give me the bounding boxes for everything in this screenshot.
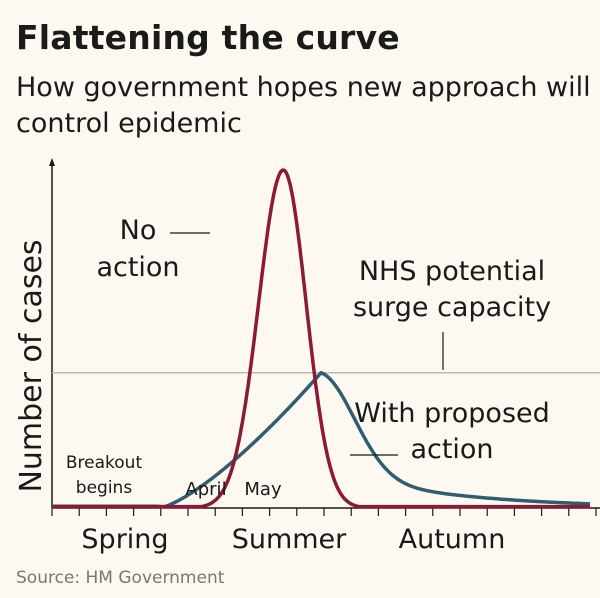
breakout-label-line-1: Breakout xyxy=(66,453,143,473)
chart-title: Flattening the curve xyxy=(16,18,400,57)
x-tick-label-spring: Spring xyxy=(81,524,168,555)
series-line-with-proposed-action xyxy=(51,371,591,509)
breakout-label-line-2: begins xyxy=(76,478,133,498)
y-axis-label: Number of cases xyxy=(14,239,49,492)
may-label: May xyxy=(244,479,282,500)
nhs-capacity-label-line-1: NHS potential xyxy=(359,256,545,287)
series-label-proposed-line-2: action xyxy=(410,434,493,465)
nhs-capacity-label-line-2: surge capacity xyxy=(353,292,551,323)
april-label: April xyxy=(185,479,226,500)
series-label-no-action-line-1: No xyxy=(120,215,157,246)
source-note: Source: HM Government xyxy=(16,568,225,588)
series-label-proposed-line-1: With proposed xyxy=(354,398,550,429)
x-tick-label-summer: Summer xyxy=(232,524,347,555)
x-axis-ticks xyxy=(51,508,597,516)
y-axis-arrow xyxy=(49,158,55,166)
x-tick-label-autumn: Autumn xyxy=(399,524,506,555)
chart-subtitle: How government hopes new approach will c… xyxy=(16,72,591,139)
series-line-no-action xyxy=(51,168,591,509)
series-label-no-action-line-2: action xyxy=(96,252,179,283)
